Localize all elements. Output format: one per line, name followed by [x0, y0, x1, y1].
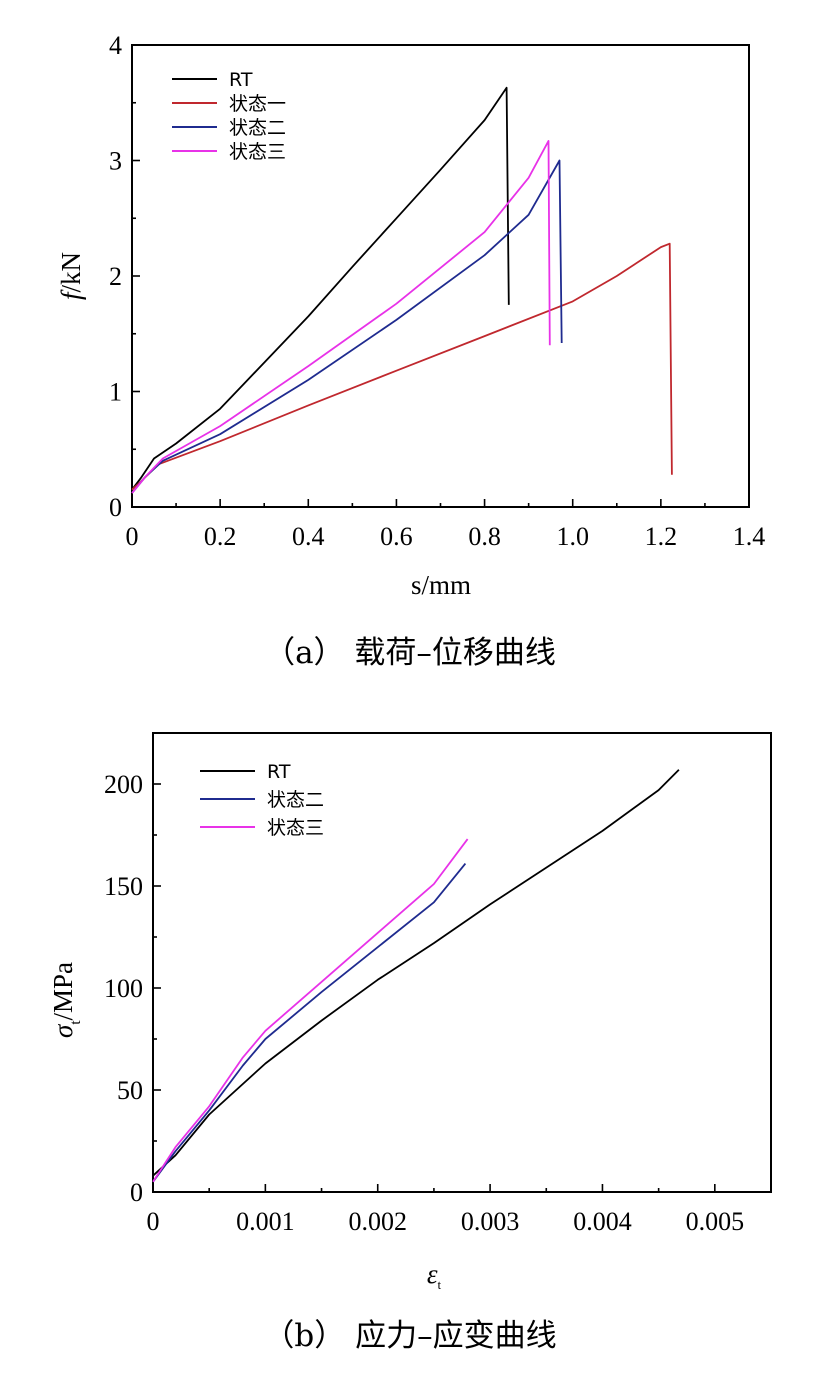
series-line-3	[131, 159, 563, 494]
x-tick-label: 0.002	[348, 1207, 407, 1236]
x-tick-label: 0	[126, 522, 139, 551]
x-axis-title-b: εt	[427, 1259, 442, 1292]
series-line-3	[152, 838, 469, 1183]
y-tick-label: 50	[117, 1076, 143, 1105]
stress-strain-panel: 0 0.001 0.002 0.003 0.004 0.005 050100150200 …	[48, 732, 772, 1354]
x-tick-label: 0.4	[292, 522, 325, 551]
y-axis-title-b-sub: t	[68, 1020, 84, 1025]
y-tick-label: 0	[109, 493, 122, 522]
y-tick-label: 1	[109, 378, 122, 407]
y-axis-title-a-unit: /kN	[56, 252, 86, 293]
series-group-b	[152, 769, 680, 1183]
y-axis-title-b: σt/MPa	[48, 962, 84, 1038]
x-tick-label: 0.2	[204, 522, 237, 551]
x-tick-label: 0.8	[468, 522, 501, 551]
y-tick-label: 150	[104, 872, 143, 901]
x-axis-title-b-sub: t	[438, 1277, 442, 1292]
legend-label: 状态二	[267, 789, 324, 811]
x-tick-label: 1.0	[556, 522, 589, 551]
x-tick-label: 0.001	[236, 1207, 295, 1236]
y-tick-label: 2	[109, 262, 122, 291]
x-tick-label: 0.003	[461, 1207, 520, 1236]
series-line-1	[152, 769, 680, 1177]
x-tick-label: 0.004	[573, 1207, 632, 1236]
axis-ticks-a	[131, 44, 750, 508]
y-tick-label: 3	[109, 147, 122, 176]
y-axis-title-a: f/kN	[56, 252, 86, 300]
series-line-2	[131, 242, 673, 491]
y-tick-label: 4	[109, 31, 122, 60]
series-group-a	[131, 86, 673, 494]
plot-frame-b	[152, 732, 772, 1193]
x-tick-label: 1.4	[733, 522, 766, 551]
y-axis-title-b-unit: /MPa	[48, 962, 78, 1021]
y-tick-labels-a: 0 1 2 3 4	[109, 31, 122, 522]
x-tick-label: 1.2	[645, 522, 678, 551]
y-tick-label: 200	[104, 770, 143, 799]
caption-b: （b） 应力–应变曲线	[263, 1318, 556, 1354]
x-tick-labels-b: 0 0.001 0.002 0.003 0.004 0.005	[147, 1207, 745, 1236]
series-line-1	[131, 86, 510, 491]
plot-frame-a	[131, 44, 750, 508]
legend-label: 状态一	[229, 93, 286, 115]
series-line-2	[152, 863, 467, 1183]
x-tick-label: 0	[147, 1207, 160, 1236]
y-tick-label: 0	[130, 1178, 143, 1207]
y-axis-title-a-symbol: f	[56, 289, 86, 300]
legend-label: 状态三	[229, 141, 286, 163]
caption-a: （a） 载荷–位移曲线	[264, 635, 556, 671]
x-axis-title-a: s/mm	[411, 570, 471, 600]
y-tick-labels-b: 0 50 100 150 200	[104, 770, 143, 1207]
series-line-4	[131, 139, 551, 494]
legend-label: RT	[229, 69, 253, 91]
legend-label: 状态二	[229, 117, 286, 139]
x-tick-label: 0.005	[686, 1207, 745, 1236]
x-tick-label: 0.6	[380, 522, 413, 551]
x-tick-labels-a: 0 0.2 0.4 0.6 0.8 1.0 1.2 1.4	[126, 522, 766, 551]
y-axis-title-b-symbol: σ	[48, 1023, 78, 1038]
legend-label: RT	[267, 761, 291, 783]
x-axis-title-b-symbol: ε	[427, 1259, 438, 1289]
load-displacement-panel: 0 0.2 0.4 0.6 0.8 1.0 1.2 1.4 0 1 2 3 4 RT状态一状态二状态三…	[56, 31, 765, 671]
axis-ticks-b	[152, 783, 716, 1193]
legend-label: 状态三	[267, 817, 324, 839]
y-tick-label: 100	[104, 974, 143, 1003]
